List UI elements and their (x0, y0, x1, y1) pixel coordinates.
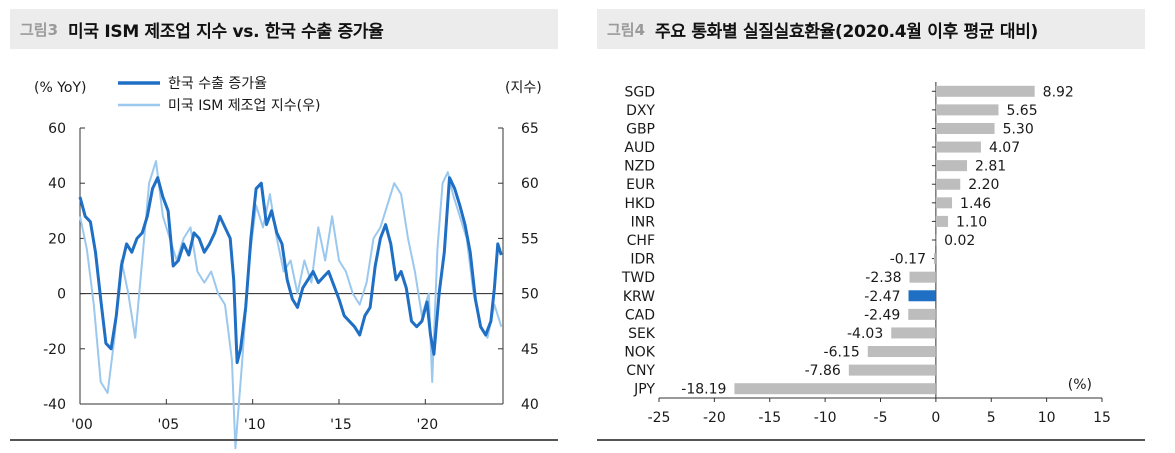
right-title-bar: 그림4 주요 통화별 실질실효환율(2020.4월 이후 평균 대비) (597, 9, 1145, 49)
right-y-tick-label: 50 (521, 287, 539, 303)
bar (734, 383, 936, 395)
bar (908, 308, 936, 320)
left-y-tick-label: 20 (48, 231, 66, 247)
series-line-export (78, 176, 503, 365)
value-label: 8.92 (1043, 84, 1074, 100)
bar (935, 160, 967, 172)
left-title-bar: 그림3 미국 ISM 제조업 지수 vs. 한국 수출 증가율 (10, 9, 558, 49)
right-figure-label: 그림4 (607, 20, 646, 39)
category-label: SEK (628, 326, 656, 342)
category-label: CNY (626, 363, 655, 379)
right-y-tick-label: 40 (521, 397, 539, 413)
right-chart-title: 주요 통화별 실질실효환율(2020.4월 이후 평균 대비) (655, 21, 1038, 42)
x-tick-label: 5 (987, 410, 996, 426)
x-tick-label: '05 (157, 417, 179, 433)
value-label: 4.07 (989, 140, 1020, 156)
value-label: -6.15 (824, 345, 860, 361)
value-label: -2.47 (864, 289, 900, 305)
left-chart-title: 미국 ISM 제조업 지수 vs. 한국 수출 증가율 (68, 21, 384, 42)
x-tick-label: '15 (330, 417, 352, 433)
right-y-tick-label: 55 (521, 231, 539, 247)
value-label: 1.46 (960, 196, 991, 212)
value-label: 5.65 (1006, 103, 1037, 119)
bar (933, 253, 936, 265)
category-label: JPY (633, 382, 655, 398)
legend-label: 미국 ISM 제조업 지수(우) (168, 98, 320, 114)
x-tick-label: -20 (703, 410, 726, 426)
value-label: -7.86 (805, 363, 841, 379)
value-label: 2.81 (975, 159, 1006, 175)
bar (909, 271, 936, 283)
x-tick-label: -15 (758, 410, 781, 426)
category-label: AUD (624, 140, 655, 156)
bar (935, 85, 1035, 97)
bar-chart: -25 -20 -15 -10 -5 0 5 10 15 (%) SGD 8.92 DXY 5.65 GBP… (621, 82, 1111, 426)
right-axis-unit: (지수) (505, 80, 542, 96)
category-label: NZD (624, 159, 655, 175)
x-tick-label: 0 (931, 410, 940, 426)
x-tick-label: -25 (648, 410, 671, 426)
left-y-tick-label: 60 (48, 121, 66, 137)
right-y-tick-label: 60 (521, 176, 539, 192)
category-label: DXY (626, 103, 655, 119)
right-bottom-rule (597, 439, 1145, 441)
bar (935, 104, 999, 116)
category-label: NOK (624, 345, 655, 361)
left-y-tick-label: -20 (43, 342, 66, 358)
value-label: -2.49 (864, 307, 900, 323)
right-y-tick-label: 65 (521, 121, 539, 137)
x-tick-label: -5 (874, 410, 888, 426)
bar-highlight (908, 290, 936, 302)
left-y-tick-label: -40 (43, 397, 66, 413)
left-y-tick-label: 0 (57, 287, 66, 303)
value-label: -0.17 (890, 252, 926, 268)
bar (891, 327, 936, 339)
line-chart: -40 -20 0 20 40 60 40 45 50 55 60 65 '00 '05 '10 '15 '20… (34, 76, 542, 450)
category-label: EUR (626, 177, 655, 193)
bar (935, 234, 937, 246)
bar (848, 364, 936, 376)
right-y-tick-label: 45 (521, 342, 539, 358)
left-chart-panel: 그림3 미국 ISM 제조업 지수 vs. 한국 수출 증가율 -40 -20 0 2… (0, 0, 568, 453)
x-tick-label: '20 (416, 417, 438, 433)
x-tick-label: 15 (1093, 410, 1111, 426)
left-bottom-rule (10, 439, 558, 441)
x-tick-label: 10 (1038, 410, 1056, 426)
value-label: 1.10 (956, 214, 987, 230)
x-tick-label: '10 (244, 417, 266, 433)
left-axis-unit: (% YoY) (34, 80, 87, 96)
bar (935, 215, 949, 227)
value-label: -2.38 (865, 270, 901, 286)
value-label: -18.19 (681, 382, 726, 398)
x-tick-label: -10 (814, 410, 837, 426)
value-label: 0.02 (944, 233, 975, 249)
x-axis-unit: (%) (1068, 377, 1092, 393)
category-label: KRW (623, 289, 655, 305)
x-tick-label: '00 (71, 417, 93, 433)
value-label: -4.03 (847, 326, 883, 342)
bar (935, 122, 995, 134)
category-label: CHF (627, 233, 655, 249)
left-y-tick-label: 40 (48, 176, 66, 192)
bar (935, 197, 953, 209)
category-label: HKD (625, 196, 656, 212)
series-line-ism (79, 160, 503, 450)
category-label: CAD (625, 307, 655, 323)
category-label: IDR (630, 252, 655, 268)
right-chart-panel: 그림4 주요 통화별 실질실효환율(2020.4월 이후 평균 대비) -25-… (597, 0, 1175, 453)
category-label: GBP (626, 121, 655, 137)
category-label: SGD (624, 84, 655, 100)
category-label: TWD (621, 270, 655, 286)
legend-label: 한국 수출 증가율 (168, 76, 267, 92)
bar (935, 141, 981, 153)
value-label: 2.20 (968, 177, 999, 193)
category-label: INR (631, 214, 656, 230)
left-figure-label: 그림3 (20, 20, 59, 39)
bar (867, 346, 936, 358)
value-label: 5.30 (1003, 121, 1034, 137)
bar (935, 178, 961, 190)
